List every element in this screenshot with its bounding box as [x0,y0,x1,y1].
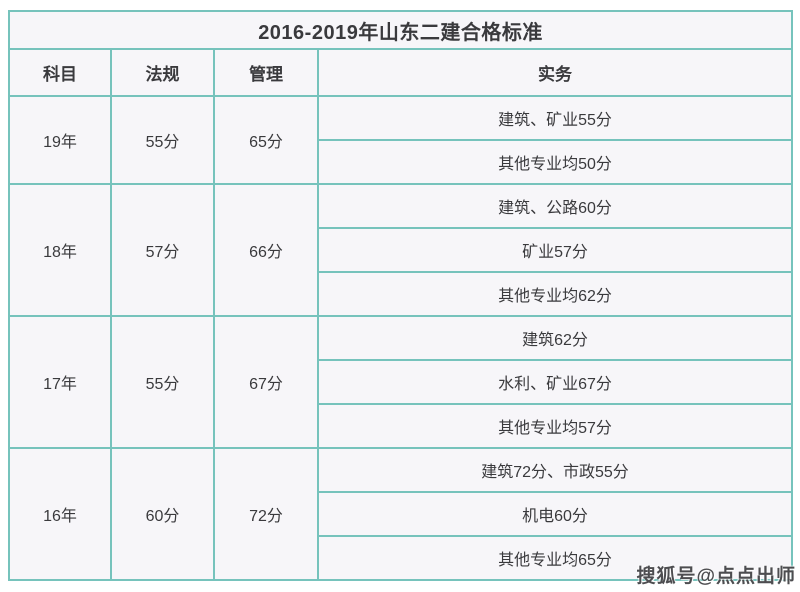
header-management: 管理 [213,48,319,97]
practice-score-cell: 其他专业均57分 [316,403,794,449]
table-header-row: 科目 法规 管理 实务 [8,48,794,97]
table-row: 18年 57分 66分 建筑、公路60分 [8,183,794,317]
regulation-score-cell: 55分 [110,95,215,185]
header-subject: 科目 [8,48,112,97]
management-score-cell: 65分 [213,95,319,185]
year-cell: 16年 [8,447,112,581]
table-row: 水利、矿业67分 [9,359,794,405]
practice-score-cell: 建筑62分 [316,315,794,361]
table-row: 其他专业均65分 [9,535,794,581]
table-title: 2016-2019年山东二建合格标准 [7,10,794,50]
year-cell: 19年 [8,95,112,185]
header-practice: 实务 [316,48,794,97]
practice-score-cell: 矿业57分 [316,227,794,273]
management-score-cell: 66分 [213,183,319,317]
table-row: 其他专业均57分 [9,403,794,449]
table-row: 17年 55分 67分 建筑62分 [8,315,794,449]
practice-score-cell: 其他专业均65分 [316,535,794,581]
watermark-sohu: 搜狐号@点点出师 [636,566,796,587]
header-regulation: 法规 [110,48,215,97]
table-row: 机电60分 [9,491,794,537]
table-row: 其他专业均62分 [9,271,794,317]
practice-score-cell: 建筑、矿业55分 [316,95,794,141]
practice-score-cell: 其他专业均50分 [316,139,794,185]
year-cell: 18年 [8,183,112,317]
year-cell: 17年 [8,315,112,449]
practice-score-cell: 其他专业均62分 [316,271,794,317]
passing-score-table: 2016-2019年山东二建合格标准 科目 法规 管理 实务 19年 55分 6… [7,10,794,581]
management-score-cell: 67分 [213,315,319,449]
practice-score-cell: 水利、矿业67分 [316,359,794,405]
management-score-cell: 72分 [213,447,319,581]
table-row: 矿业57分 [9,227,794,273]
regulation-score-cell: 57分 [110,183,215,317]
table-row: 16年 60分 72分 建筑72分、市政55分 [8,447,794,581]
regulation-score-cell: 60分 [110,447,215,581]
practice-score-cell: 机电60分 [316,491,794,537]
table-title-row: 2016-2019年山东二建合格标准 [7,10,794,50]
table-row: 19年 55分 65分 建筑、矿业55分 [8,95,794,185]
regulation-score-cell: 55分 [110,315,215,449]
table-row: 其他专业均50分 [9,139,794,185]
practice-score-cell: 建筑、公路60分 [316,183,794,229]
practice-score-cell: 建筑72分、市政55分 [316,447,794,493]
